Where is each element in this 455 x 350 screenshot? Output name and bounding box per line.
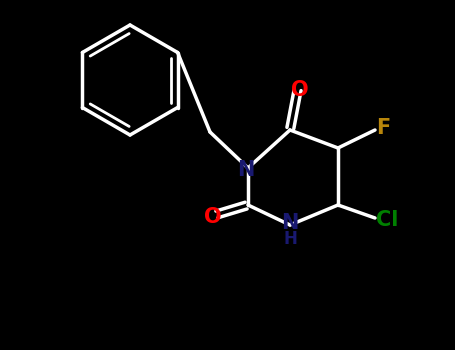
Text: N: N bbox=[238, 160, 255, 180]
Text: O: O bbox=[291, 80, 309, 100]
Text: O: O bbox=[204, 207, 222, 227]
Text: Cl: Cl bbox=[376, 210, 398, 230]
Text: N: N bbox=[281, 213, 298, 233]
Text: F: F bbox=[376, 118, 390, 138]
Text: H: H bbox=[283, 230, 297, 248]
